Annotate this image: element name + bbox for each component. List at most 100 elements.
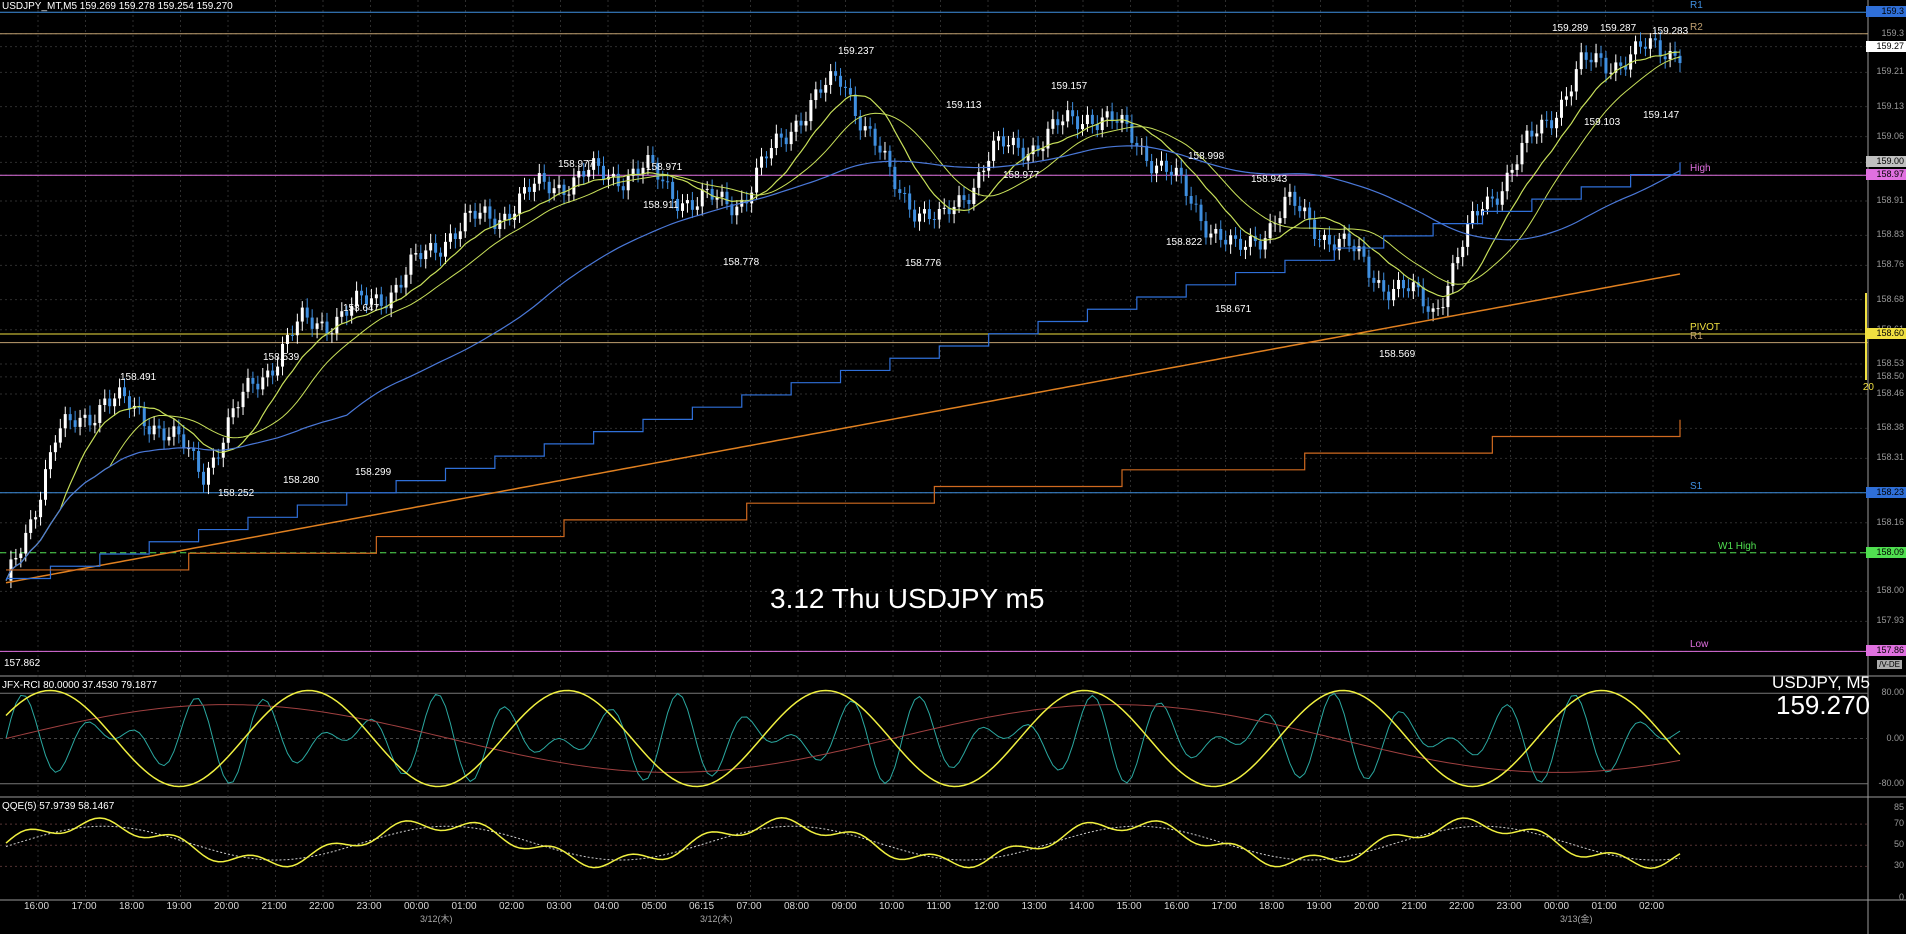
candle-body xyxy=(982,170,986,173)
swing-label: 158.971 xyxy=(646,162,683,173)
candle-body xyxy=(977,172,981,188)
candle-body xyxy=(157,425,161,429)
candle-body xyxy=(1604,57,1608,74)
candle-body xyxy=(1194,203,1198,205)
overlay-title: 3.12 Thu USDJPY m5 xyxy=(770,583,1045,614)
candle-body xyxy=(1164,160,1168,172)
candle-body xyxy=(1071,110,1075,117)
time-axis-label: 23:00 xyxy=(1496,901,1522,912)
candle-body xyxy=(364,295,368,305)
candle-body xyxy=(295,321,299,336)
candle-body xyxy=(53,442,57,453)
candle-body xyxy=(1505,172,1509,192)
candle-body xyxy=(1367,256,1371,278)
candle-body xyxy=(527,187,531,192)
candle-body xyxy=(300,307,304,322)
candle-body xyxy=(1401,279,1405,289)
candle-body xyxy=(404,274,408,288)
candle-body xyxy=(399,284,403,288)
candle-body xyxy=(1239,238,1243,250)
price-axis-label: 158.68 xyxy=(1876,293,1904,304)
candle-body xyxy=(1638,41,1642,47)
time-axis-label: 11:00 xyxy=(926,901,951,912)
candle-body xyxy=(414,253,418,255)
time-axis-label: 02:00 xyxy=(499,901,525,912)
candle-body xyxy=(987,160,991,171)
time-axis-label: 00:00 xyxy=(1544,901,1570,912)
candle-body xyxy=(1461,246,1465,258)
candle-body xyxy=(1643,46,1647,49)
swing-label: 159.287 xyxy=(1600,23,1637,34)
candle-body xyxy=(592,158,596,170)
candle-body xyxy=(908,193,912,210)
candle-body xyxy=(419,253,423,260)
swing-label: 158.569 xyxy=(1379,349,1416,360)
candle-body xyxy=(187,448,191,450)
swing-label: 158.822 xyxy=(1166,237,1203,248)
time-axis-label: 06:15 xyxy=(689,901,715,912)
candle-body xyxy=(1204,221,1208,238)
candle-body xyxy=(340,311,344,317)
candle-body xyxy=(567,194,571,196)
level-label: R2 xyxy=(1690,21,1703,33)
price-axis-label: 158.76 xyxy=(1876,259,1904,270)
candle-body xyxy=(1387,291,1391,301)
candle-body xyxy=(1347,233,1351,246)
candle-body xyxy=(1382,280,1386,292)
candle-body xyxy=(1318,238,1322,240)
candle-body xyxy=(666,181,670,183)
price-axis-label: 158.46 xyxy=(1876,388,1904,399)
candle-body xyxy=(1135,142,1139,147)
candle-body xyxy=(1431,308,1435,312)
swing-label: 159.237 xyxy=(838,46,875,57)
rci-axis-label: -80.00 xyxy=(1878,777,1904,788)
candle-body xyxy=(182,434,186,449)
candle-body xyxy=(1268,223,1272,239)
candle-body xyxy=(1209,233,1213,238)
candle-body xyxy=(1066,110,1070,122)
candle-body xyxy=(863,126,867,131)
candle-body xyxy=(1678,55,1682,64)
candle-body xyxy=(369,298,373,305)
candle-body xyxy=(1421,287,1425,307)
candle-body xyxy=(310,317,314,329)
candle-body xyxy=(281,343,285,367)
candle-body xyxy=(1125,114,1129,124)
candle-body xyxy=(597,158,601,166)
candle-body xyxy=(1115,121,1119,123)
candle-body xyxy=(389,292,393,309)
candle-body xyxy=(251,377,255,384)
candle-body xyxy=(888,150,892,167)
candle-body xyxy=(216,457,220,459)
time-axis-label: 08:00 xyxy=(784,901,810,912)
candle-body xyxy=(1495,198,1499,205)
candle-body xyxy=(162,428,166,441)
qqe-axis-label: 85 xyxy=(1893,802,1904,813)
swing-label: 159.157 xyxy=(1051,81,1088,92)
candle-body xyxy=(290,334,294,336)
level-label: R1 xyxy=(1690,0,1703,12)
candle-body xyxy=(1076,116,1080,130)
swing-label: 158.671 xyxy=(1215,304,1252,315)
time-axis-label: 00:00 xyxy=(404,901,430,912)
swing-label: 159.147 xyxy=(1643,110,1680,121)
qqe-axis-label: 30 xyxy=(1893,860,1904,871)
candle-body xyxy=(1584,52,1588,60)
candle-body xyxy=(1085,114,1089,125)
candle-body xyxy=(1229,235,1233,245)
candle-body xyxy=(764,156,768,159)
candle-body xyxy=(898,189,902,193)
candle-body xyxy=(676,198,680,211)
candle-body xyxy=(552,188,556,194)
candle-body xyxy=(937,208,941,220)
candle-body xyxy=(695,206,699,210)
price-axis-label: 158.91 xyxy=(1876,195,1904,206)
candle-body xyxy=(952,206,956,215)
candle-body xyxy=(967,199,971,204)
candle-body xyxy=(103,398,107,405)
candle-body xyxy=(271,370,275,376)
candle-body xyxy=(478,212,482,219)
candle-body xyxy=(1308,207,1312,220)
candle-body xyxy=(799,120,803,126)
